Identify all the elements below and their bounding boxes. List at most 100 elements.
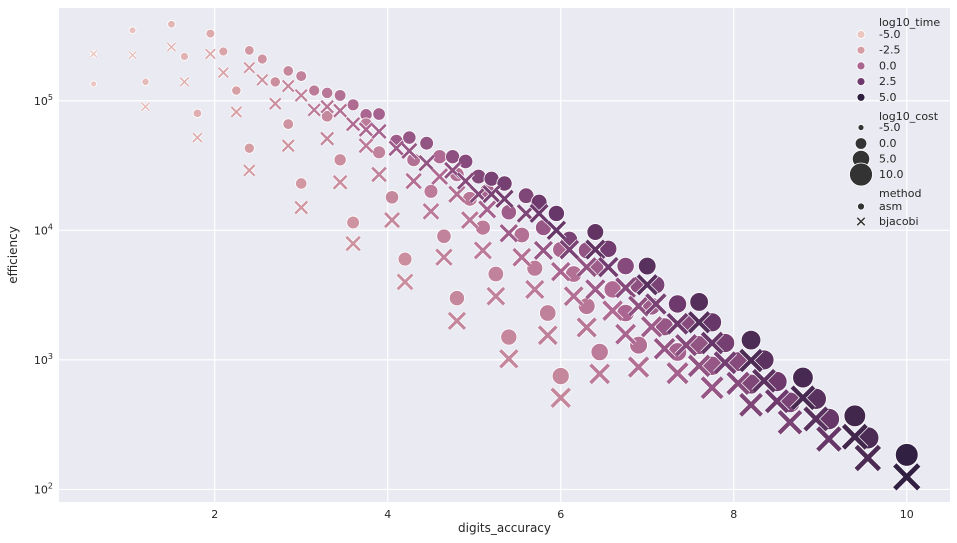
bjacobi-point [665, 361, 690, 385]
legend-hue-label: -5.0 [879, 28, 900, 41]
bjacobi-point [477, 199, 497, 219]
asm-point [496, 175, 513, 192]
asm-point [141, 77, 150, 86]
bjacobi-point [204, 48, 217, 60]
legend-hue-title: log10_time [879, 16, 940, 29]
bjacobi-point [687, 354, 711, 378]
bjacobi-point [179, 76, 190, 88]
asm-point [448, 290, 465, 307]
bjacobi-point [294, 88, 309, 103]
asm-point [637, 256, 657, 276]
bjacobi-point [588, 362, 611, 385]
bjacobi-point [89, 49, 98, 59]
legend-size-marker [857, 124, 865, 131]
legend-size-label: 5.0 [879, 153, 897, 166]
bjacobi-point [281, 79, 296, 93]
bjacobi-point [764, 388, 790, 414]
bjacobi-point [790, 384, 816, 411]
plot-area [59, 8, 950, 502]
y-tick-label: 103 [34, 352, 53, 367]
asm-point [513, 226, 531, 244]
bjacobi-point [243, 61, 256, 74]
y-axis-label: efficiency [6, 226, 20, 284]
asm-point [167, 19, 176, 29]
bjacobi-point [383, 211, 401, 229]
bjacobi-point [854, 444, 882, 472]
bjacobi-point [358, 137, 375, 154]
bjacobi-point [255, 73, 269, 87]
bjacobi-point [644, 292, 668, 316]
bjacobi-point [307, 102, 322, 118]
y-tick-labels: 102 103 104 105 [34, 93, 53, 497]
legend-size-label: 0.0 [879, 137, 897, 150]
bjacobi-point [404, 172, 423, 190]
bjacobi-point [511, 247, 532, 268]
bjacobi-point [242, 163, 256, 178]
asm-point [500, 328, 518, 346]
bjacobi-point [293, 200, 309, 215]
bjacobi-point [640, 315, 663, 338]
bjacobi-point [498, 348, 520, 369]
bjacobi-point [434, 248, 454, 267]
asm-point [128, 26, 137, 35]
legend-hue-label: 0.0 [879, 59, 897, 72]
y-tick-label: 104 [34, 222, 53, 237]
asm-point [586, 223, 605, 241]
y-tick-label: 102 [34, 481, 53, 496]
bjacobi-point [700, 331, 724, 355]
series-bjacobi [89, 41, 921, 492]
bjacobi-point [550, 261, 571, 282]
bjacobi-point [417, 154, 436, 172]
bjacobi-point [700, 375, 725, 400]
asm-point [346, 215, 360, 230]
x-tick-labels: 2 4 6 8 10 [211, 508, 914, 521]
bjacobi-point [268, 96, 282, 111]
bjacobi-point [738, 348, 764, 373]
bjacobi-point [460, 210, 480, 230]
bjacobi-point [217, 66, 230, 79]
data-points [89, 19, 921, 492]
asm-point [894, 443, 919, 467]
bjacobi-point [529, 203, 550, 224]
legend-style-marker [857, 202, 865, 211]
bjacobi-point [627, 295, 650, 318]
legend-size-marker [849, 162, 873, 187]
bjacobi-point [537, 324, 559, 346]
legend-hue-label: -2.5 [879, 44, 900, 57]
x-tick-label: 6 [557, 508, 564, 521]
x-tick-label: 8 [730, 508, 737, 521]
asm-point [333, 153, 347, 167]
bjacobi-point [549, 387, 572, 409]
legend: log10_time log10_cost method -5.0 -2.5 0.0… [849, 16, 940, 228]
asm-point [231, 85, 242, 96]
bjacobi-point [396, 273, 414, 291]
bjacobi-point [636, 273, 659, 296]
bjacobi-point [841, 423, 869, 451]
legend-style-title: method [879, 187, 921, 200]
asm-point [397, 251, 413, 267]
asm-point [457, 153, 474, 170]
bjacobi-point [319, 99, 335, 114]
bjacobi-point [494, 189, 515, 209]
asm-point [295, 70, 308, 82]
bjacobi-point [485, 286, 506, 307]
bjacobi-point [892, 462, 921, 492]
bjacobi-point [584, 239, 606, 261]
legend-size-title: log10_cost [879, 110, 939, 123]
bjacobi-point [430, 167, 449, 186]
bjacobi-point [281, 138, 296, 153]
bjacobi-point [584, 278, 606, 301]
bjacobi-point [559, 239, 580, 260]
bjacobi-point [751, 368, 777, 394]
bjacobi-point [597, 256, 620, 278]
x-tick-label: 2 [211, 508, 218, 521]
legend-size-label: 10.0 [879, 168, 904, 181]
bjacobi-point [447, 185, 467, 204]
bjacobi-point [371, 123, 388, 140]
asm-point [192, 108, 203, 118]
legend-hue-marker [856, 45, 866, 55]
bjacobi-point [345, 116, 361, 132]
asm-point [308, 84, 321, 97]
asm-point [346, 98, 360, 112]
